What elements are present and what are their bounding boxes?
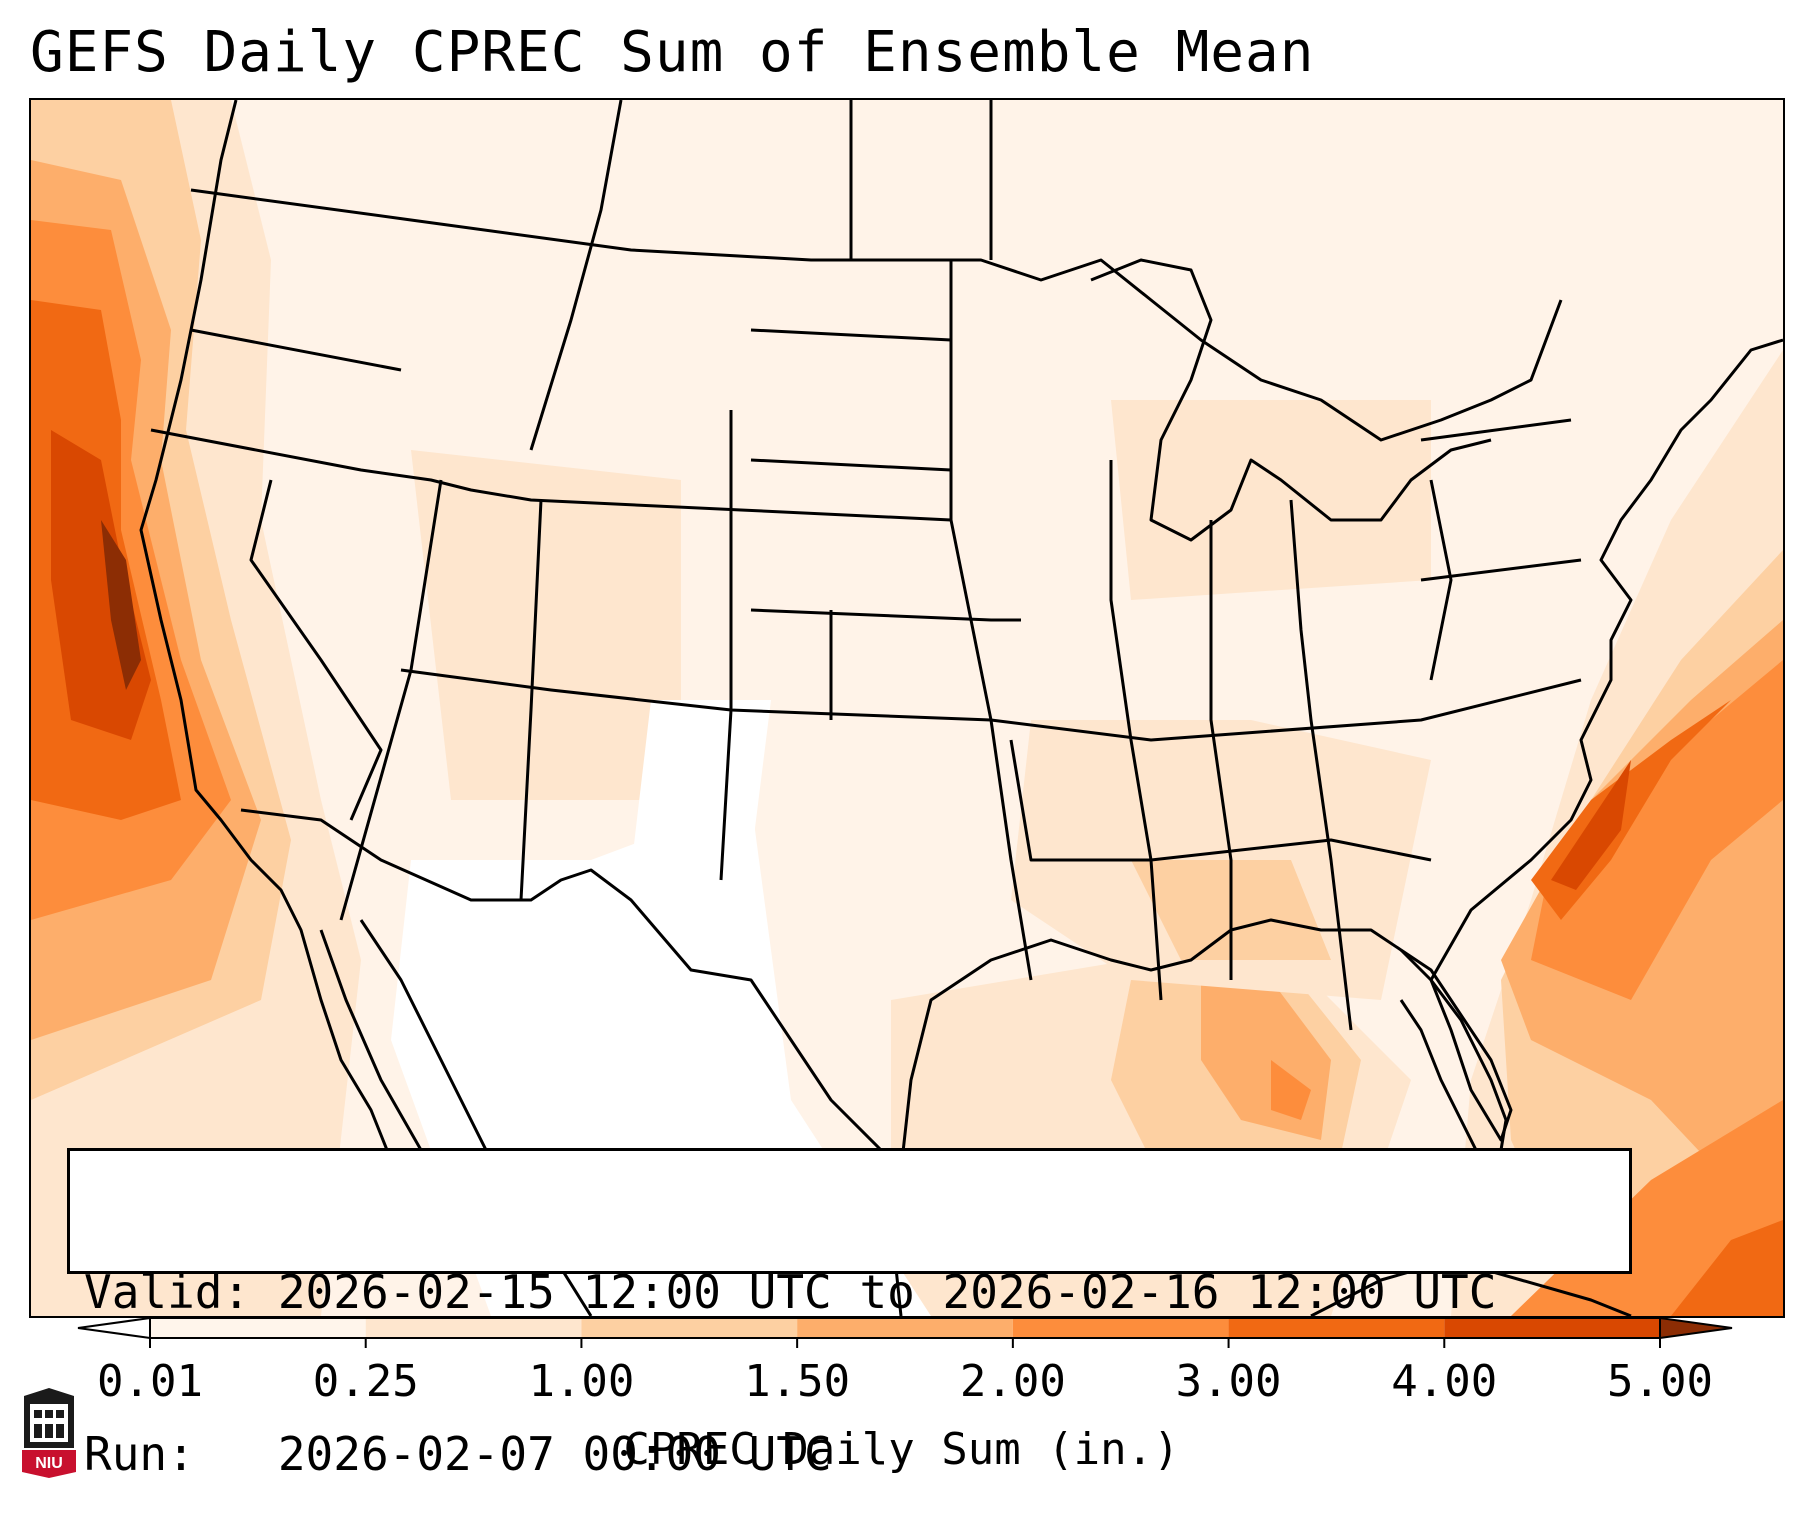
state-line-8 (519, 499, 543, 901)
state-line-18 (1420, 418, 1582, 582)
colorbar-tick-label: 1.50 (744, 1356, 851, 1407)
state-line-13 (1289, 499, 1353, 1031)
state-line-17 (750, 328, 952, 720)
state-line-10 (949, 260, 1033, 981)
run-time-text: Run: 2026-02-07 00:00 UTC (84, 1427, 832, 1481)
colorbar (77, 1316, 1733, 1348)
colorbar-over-extension (1659, 1316, 1733, 1340)
canada-border (190, 188, 1563, 442)
colorbar-tick-label: 1.00 (528, 1356, 635, 1407)
colorbar-segment (1444, 1318, 1660, 1338)
state-line-6 (249, 479, 383, 821)
state-line-2 (190, 328, 402, 372)
precip-field-map (31, 100, 1783, 1316)
colorbar-segment (150, 1318, 366, 1338)
pacific-peak (101, 520, 141, 690)
colorbar-segment (797, 1318, 1013, 1338)
colorbar-segment (1228, 1318, 1445, 1338)
map-panel[interactable] (29, 98, 1785, 1318)
state-line-9 (719, 410, 733, 881)
atlantic-deep-band (1531, 660, 1783, 1000)
colorbar-tick-label: 0.01 (97, 1356, 203, 1407)
state-line-16 (849, 100, 993, 260)
state-line-15 (529, 100, 623, 451)
colorbar-tick-label: 2.00 (959, 1356, 1066, 1407)
colorbar-tick-label: 3.00 (1175, 1356, 1282, 1407)
rockies-dry (631, 700, 771, 870)
colorbar-tick-label: 0.25 (312, 1356, 419, 1407)
atlantic-core (1551, 760, 1631, 890)
colorbar-tick-label: 4.00 (1391, 1356, 1498, 1407)
colorbar-segment (365, 1318, 582, 1338)
rockies-light (411, 450, 681, 800)
state-line-12 (1209, 520, 1233, 980)
colorbar-tick-label: 5.00 (1607, 1356, 1713, 1407)
colorbar-label: CPREC Daily Sum (in.) (623, 1424, 1180, 1475)
niu-logo-icon: NIU (22, 1388, 76, 1478)
caribbean-core (1671, 1220, 1783, 1316)
state-line-14 (1429, 479, 1453, 681)
pacific-coastline (139, 100, 413, 1221)
great-lakes (1090, 258, 1492, 542)
state-line-7 (339, 479, 443, 921)
state-line-11 (1109, 460, 1163, 1001)
gulf-core (1271, 1060, 1311, 1120)
mexico-border (240, 808, 903, 1172)
validity-info-box: Valid: 2026-02-15 12:00 UTC to 2026-02-1… (67, 1148, 1632, 1481)
colorbar-segment (1012, 1318, 1229, 1338)
logo-text: NIU (35, 1455, 63, 1472)
map-title: GEFS Daily CPREC Sum of Ensemble Mean (30, 20, 1315, 85)
valid-time-text: Valid: 2026-02-15 12:00 UTC to 2026-02-1… (84, 1265, 1497, 1319)
colorbar-segment (581, 1318, 798, 1338)
precip-shading-layer (31, 100, 1783, 1316)
colorbar-under-extension (77, 1316, 151, 1340)
gulf-coastline (899, 338, 1783, 1171)
colorbar-frame (149, 1317, 1661, 1339)
state-line-1 (150, 428, 952, 522)
great-lakes-light (1111, 400, 1431, 600)
boundaries-layer (139, 100, 1783, 1316)
